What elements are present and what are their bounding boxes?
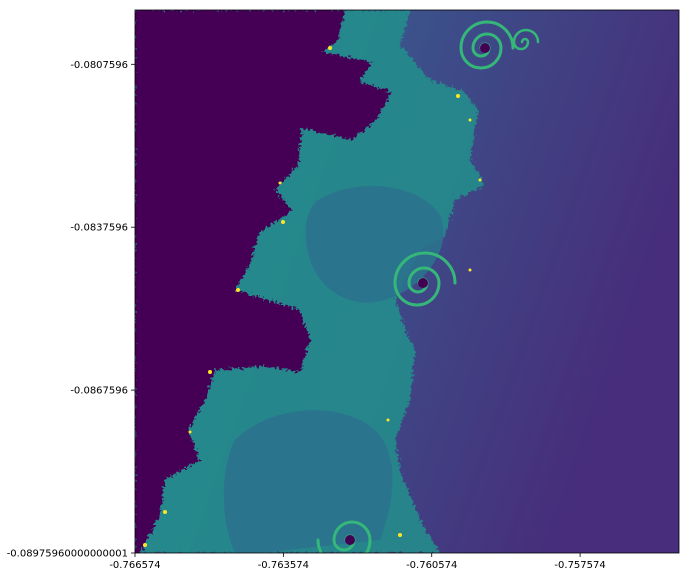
x-tick-label: -0.760574: [406, 560, 457, 571]
x-tick-label: -0.766574: [109, 560, 160, 571]
x-tick-label: -0.757574: [554, 560, 605, 571]
y-tick-label: -0.08975960000000001: [7, 549, 128, 560]
y-axis: -0.0807596 -0.0837596 -0.0867596 -0.0897596…: [7, 60, 135, 560]
y-tick-label: -0.0837596: [70, 223, 128, 234]
y-tick-label: -0.0867596: [70, 386, 128, 397]
x-tick-label: -0.763574: [258, 560, 309, 571]
x-axis: -0.766574 -0.763574 -0.760574 -0.757574: [109, 553, 605, 571]
y-tick-label: -0.0807596: [70, 60, 128, 71]
plot-area: [135, 10, 679, 566]
